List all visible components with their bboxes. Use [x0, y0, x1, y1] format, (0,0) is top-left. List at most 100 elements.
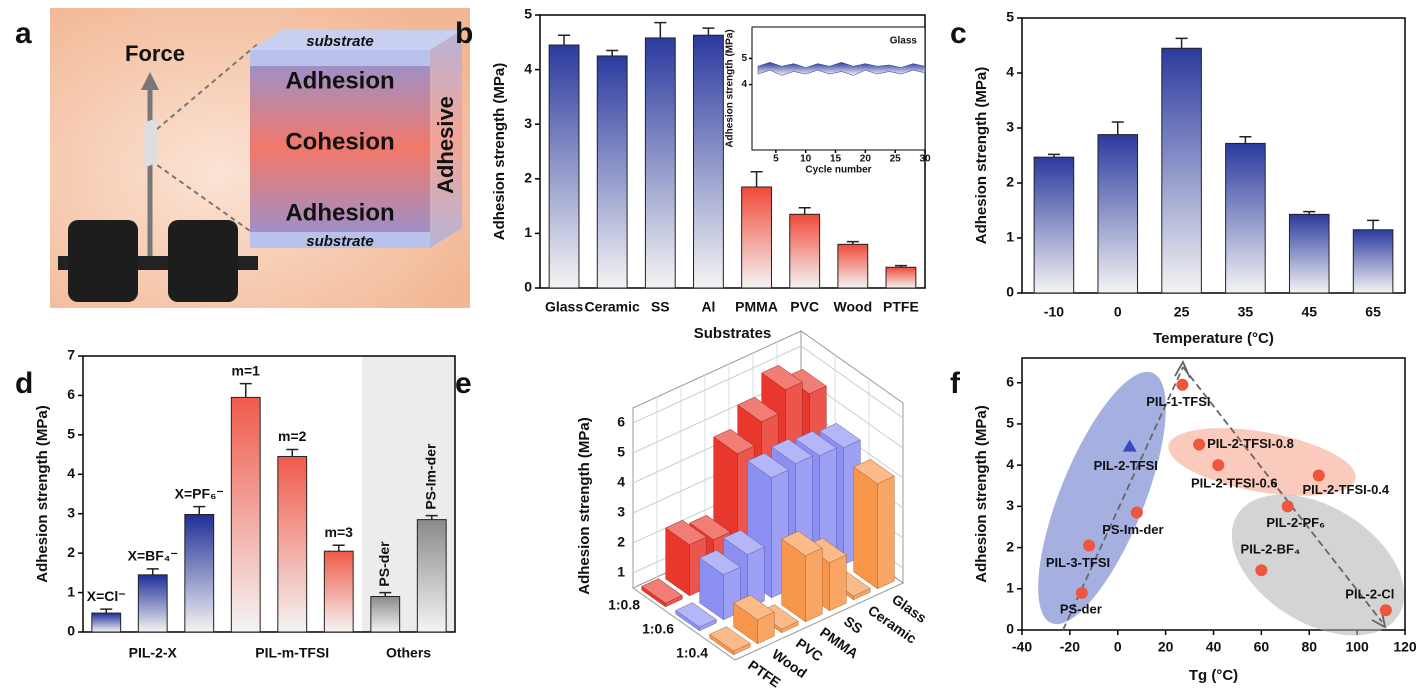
y-tick-label: 5: [1006, 9, 1014, 25]
z-tick-label: 3: [617, 504, 625, 520]
bar: [741, 186, 772, 289]
x-tick-label: 100: [1345, 639, 1369, 655]
bar: [885, 266, 917, 289]
bar-annotation: X=Cl⁻: [87, 588, 126, 604]
bar: [789, 213, 821, 289]
y-tick-label: 5: [741, 53, 747, 64]
bar: [1225, 142, 1266, 294]
error-bar: [798, 206, 811, 215]
error-bar: [1239, 136, 1252, 144]
data-point: [1122, 439, 1137, 452]
block-side: [430, 30, 462, 248]
y-tick-label: 0: [1006, 621, 1014, 637]
z-tick-label: 4: [617, 474, 625, 490]
substrate-label: substrate: [306, 233, 374, 250]
block-top: [250, 30, 462, 50]
dumbbell-weight: [68, 220, 138, 302]
y-tick-label: 2: [1006, 174, 1014, 190]
group-label: PIL-2-X: [129, 645, 178, 661]
error-bar: [894, 264, 907, 268]
x-tick-label: -10: [1044, 304, 1064, 320]
y-axis-label: Adhesion strength (MPa): [725, 29, 736, 147]
force-arrow: [141, 72, 159, 90]
bar: [230, 396, 261, 633]
panel-label: a: [15, 17, 32, 50]
bar-top: [853, 458, 895, 485]
y-tick-label: 3: [524, 115, 532, 131]
error-bar: [100, 608, 113, 614]
error-bar: [332, 544, 345, 552]
bar-top: [795, 430, 837, 457]
bar: [184, 514, 215, 633]
x-tick-label: SS: [651, 299, 670, 315]
point-label: PIL-2-TFSI-0.4: [1302, 482, 1389, 497]
bar-top: [819, 422, 861, 449]
y-tick-label: 2: [1006, 538, 1014, 554]
grid-line: [632, 345, 904, 424]
bar: [91, 612, 122, 633]
y-axis-label: Adhesion strength (MPa): [973, 67, 990, 245]
error-bar: [606, 49, 619, 56]
error-bar: [846, 240, 859, 245]
x-axis-label: Tg (°C): [1189, 667, 1238, 684]
error-bar: [654, 21, 667, 38]
bar-annotation: m=1: [232, 362, 261, 378]
y-axis-label: Adhesion strength (MPa): [973, 405, 990, 583]
bar: [137, 574, 168, 633]
data-point: [1212, 459, 1225, 472]
error-bar: [146, 568, 159, 575]
x-tick-label: 5: [773, 154, 779, 165]
bar: [1288, 213, 1330, 294]
block-front: [250, 50, 430, 248]
bar-front: [829, 554, 847, 612]
bar-top: [641, 578, 683, 604]
group-ellipse: [1168, 428, 1356, 496]
y-tick-label: 3: [67, 504, 75, 520]
bar-top: [771, 438, 813, 465]
point-label: PIL-3-TFSI: [1046, 555, 1110, 570]
bar-top: [747, 452, 789, 479]
substrate-layer: [250, 232, 430, 248]
group-ellipse: [1038, 371, 1166, 625]
y-tick-label: 7: [67, 347, 75, 363]
panel-label: f: [950, 367, 961, 400]
bar: [693, 34, 724, 289]
bar: [644, 37, 676, 289]
trend-arrow: [1182, 366, 1383, 623]
y-tick-label: 3: [1006, 497, 1014, 513]
x-tick-label: 25: [890, 154, 902, 165]
x-tick-label: Al: [701, 299, 715, 315]
x-tick-label: Glass: [545, 299, 583, 315]
panel-f-overlays: [1038, 359, 1405, 636]
bar-annotation: PS-Im-der: [422, 443, 438, 510]
axes-frame: [82, 355, 456, 633]
z-axis-label: Adhesion strength (MPa): [576, 417, 593, 595]
error-bar: [750, 170, 763, 187]
x-tick-label: 45: [1301, 304, 1317, 320]
x-tick-label: 10: [800, 154, 812, 165]
bar-top: [737, 396, 779, 423]
error-bar: [286, 448, 299, 457]
point-label: PIL-2-BF₄: [1241, 542, 1301, 557]
y-tick-label: 0: [524, 279, 532, 295]
bar-annotation: X=BF₄⁻: [128, 548, 178, 564]
layer-label: Adhesion: [285, 199, 394, 226]
point-label: PIL-2-PF₆: [1266, 515, 1325, 530]
bar-top: [709, 626, 751, 652]
cycle-band: [757, 62, 926, 76]
point-label: PS-Im-der: [1102, 522, 1163, 537]
bar: [370, 596, 401, 633]
bar-annotation: PS-der: [376, 541, 392, 587]
trend-arrow: [1062, 366, 1184, 631]
point-label: PIL-2-Cl: [1345, 587, 1394, 602]
axes-frame: [751, 26, 926, 151]
side-label: Adhesive: [433, 96, 458, 194]
bar-top: [675, 602, 717, 628]
bar: [416, 519, 447, 633]
force-label: Force: [125, 41, 185, 66]
data-point: [1312, 469, 1325, 482]
y-tick-label: 1: [524, 224, 532, 240]
x-tick-label: 20: [1158, 639, 1174, 655]
x-tick-label: 40: [1206, 639, 1222, 655]
z-tick-label: 5: [617, 444, 625, 460]
